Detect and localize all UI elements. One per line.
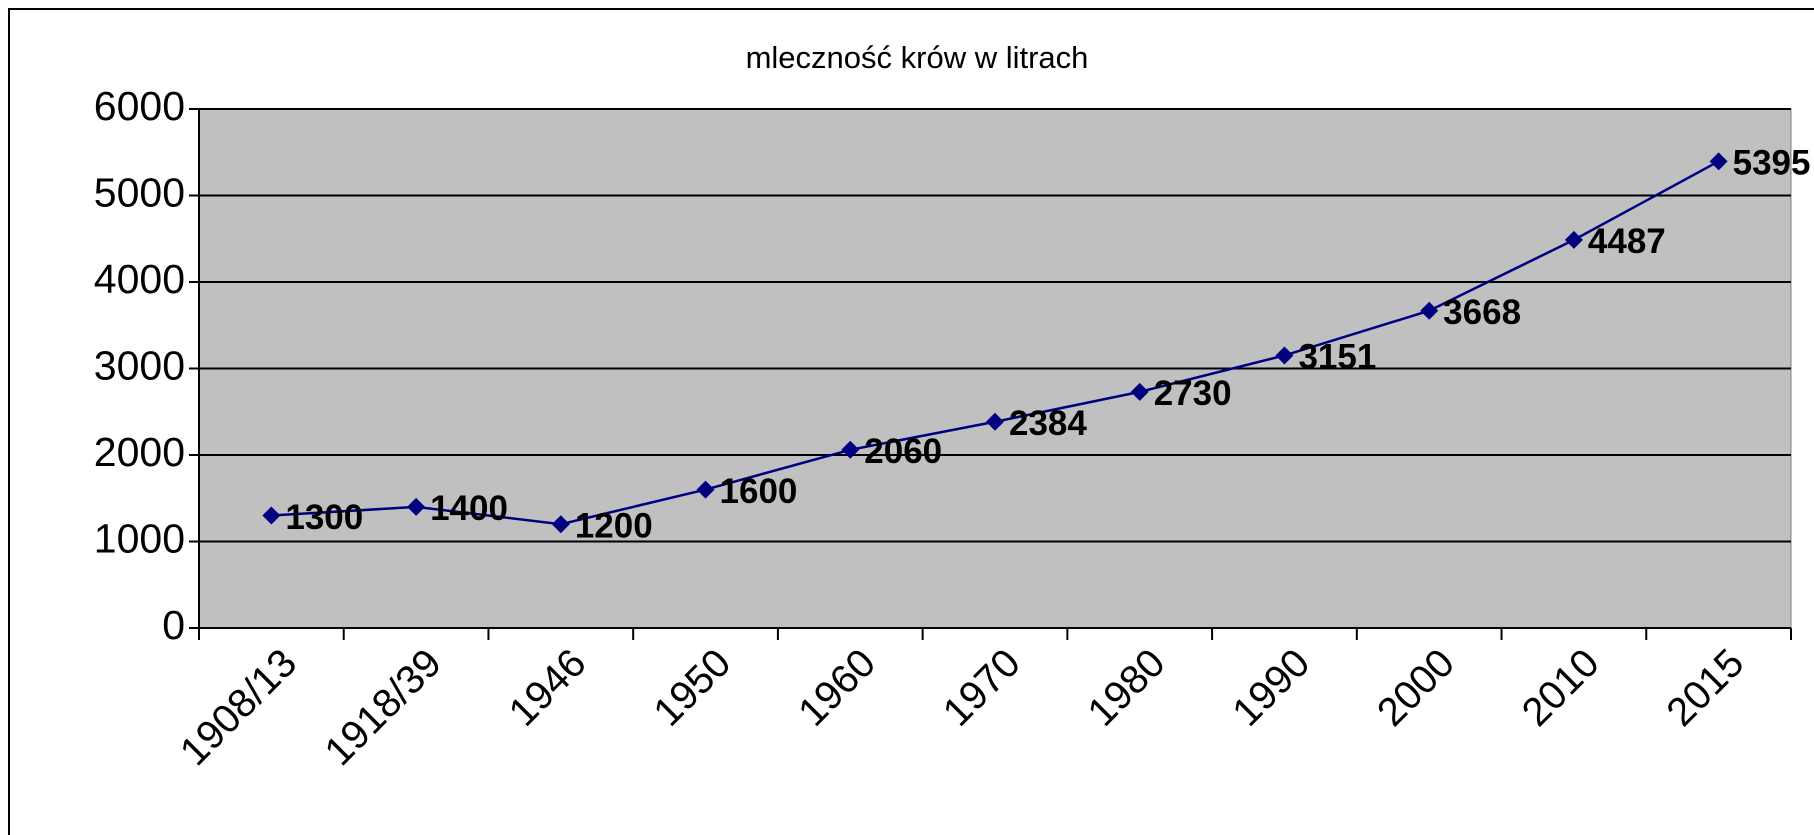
y-tick-label: 5000 — [94, 169, 185, 215]
y-tick-label: 4000 — [94, 256, 185, 302]
data-label: 5395 — [1733, 144, 1811, 183]
chart-title: mleczność krów w litrach — [746, 40, 1089, 75]
y-tick-label: 3000 — [94, 342, 185, 388]
data-point — [986, 412, 1004, 431]
data-point — [696, 480, 715, 499]
data-label: 3151 — [1298, 338, 1376, 377]
data-point — [551, 515, 570, 534]
data-label: 1300 — [285, 498, 363, 537]
data-point — [1709, 152, 1728, 171]
data-label: 3668 — [1443, 293, 1521, 332]
data-label: 2730 — [1154, 374, 1232, 413]
y-tick-label: 6000 — [94, 83, 185, 129]
y-tick-label: 1000 — [94, 515, 185, 561]
data-point — [841, 440, 860, 459]
data-point — [1564, 230, 1583, 249]
data-point — [407, 497, 426, 516]
data-label: 1600 — [720, 472, 798, 511]
data-point — [262, 506, 281, 525]
data-label: 1400 — [430, 489, 508, 528]
data-point — [1130, 382, 1149, 401]
data-point — [1420, 301, 1439, 320]
data-label: 4487 — [1588, 222, 1666, 261]
y-tick-label: 0 — [162, 602, 185, 648]
data-label: 2384 — [1009, 404, 1087, 443]
y-tick-label: 2000 — [94, 429, 185, 475]
data-point — [1275, 346, 1294, 365]
data-label: 2060 — [864, 432, 942, 471]
data-label: 1200 — [575, 506, 653, 545]
